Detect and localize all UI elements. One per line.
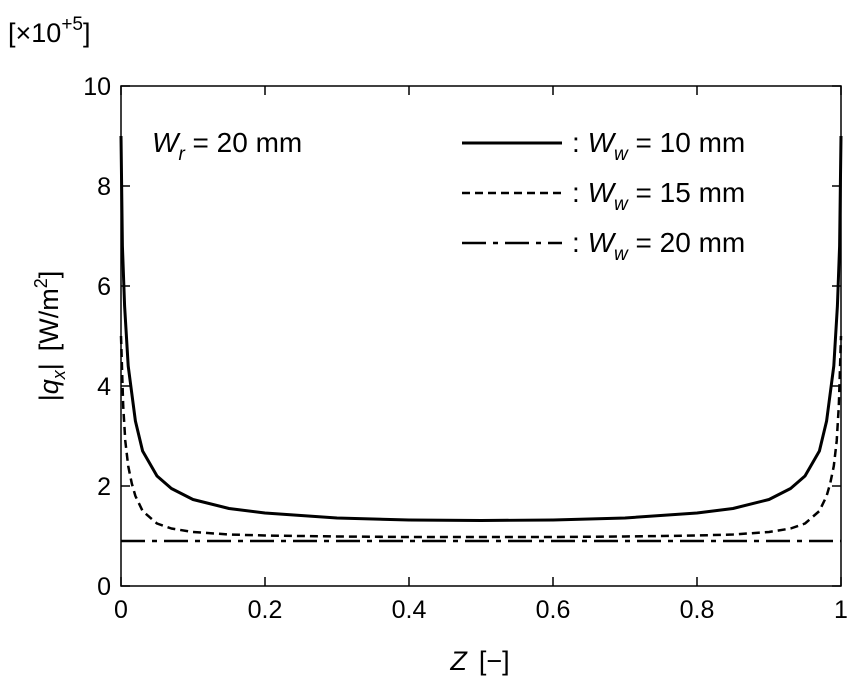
series-lines (119, 135, 843, 543)
series-line-solid (119, 135, 843, 522)
legend-label-20mm: : Ww = 20 mm (572, 227, 745, 265)
annotation-wr: Wr = 20 mm (152, 127, 302, 165)
legend: : Ww = 10 mm : Ww = 15 mm : Ww = 20 mm (462, 127, 745, 265)
y-tick-label: 2 (97, 473, 111, 501)
scale-note: [×10+5] (8, 14, 91, 48)
series-line-dashed (119, 335, 843, 539)
x-tick-label: 1 (834, 596, 848, 624)
legend-label-10mm: : Ww = 10 mm (572, 127, 745, 165)
x-tick-label: 0.8 (680, 596, 715, 624)
x-tick-label: 0 (114, 596, 128, 624)
y-tick-label: 0 (97, 573, 111, 601)
axis-ticks (120, 85, 842, 587)
x-axis-title: Z [−] (449, 646, 509, 676)
x-tick-label: 0.2 (248, 596, 283, 624)
y-tick-label: 10 (83, 73, 111, 101)
x-tick-label: 0.4 (392, 596, 427, 624)
y-tick-label: 6 (97, 273, 111, 301)
legend-label-15mm: : Ww = 15 mm (572, 177, 745, 215)
x-tick-label: 0.6 (536, 596, 571, 624)
y-axis-title: |qx|[W/m2] (31, 271, 69, 402)
y-tick-label: 4 (97, 373, 111, 401)
plot-frame (120, 85, 842, 587)
y-tick-label: 8 (97, 173, 111, 201)
